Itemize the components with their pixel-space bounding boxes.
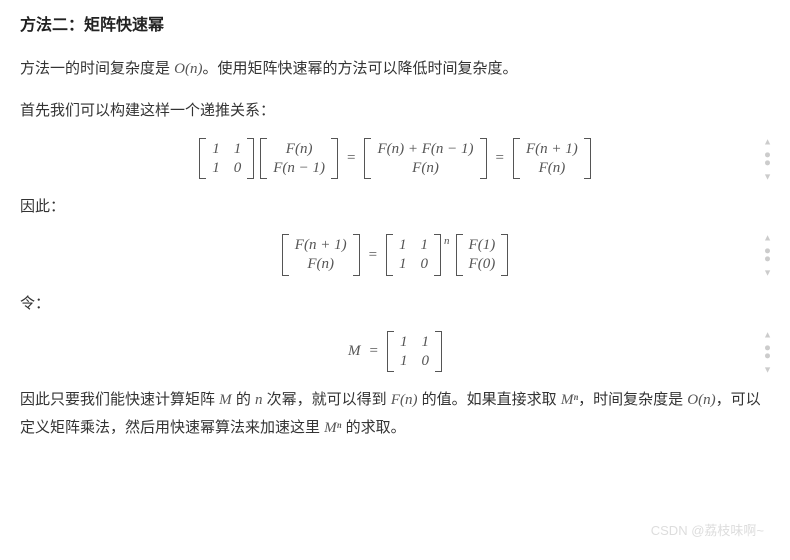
- equation-controls[interactable]: ▲ ▼: [763, 326, 772, 377]
- inline-Fn: F(n): [391, 392, 418, 408]
- section-heading: 方法二：矩阵快速幂: [20, 12, 770, 41]
- p5-d: 的值。如果直接求取: [418, 391, 561, 408]
- exponent-n: n: [444, 232, 450, 252]
- paragraph-5: 因此只要我们能快速计算矩阵 M 的 n 次幂，就可以得到 F(n) 的值。如果直…: [20, 386, 770, 442]
- matrix-Fn-Fnm1: F(n) F(n − 1): [260, 138, 338, 180]
- equation-3-wrap: M = 11 10 ▲ ▼: [20, 331, 770, 373]
- p5-c: 次幂，就可以得到: [263, 391, 391, 408]
- matrix-Fnp1-Fn: F(n + 1) F(n): [282, 234, 360, 276]
- inline-n: n: [255, 392, 263, 408]
- p5-a: 因此只要我们能快速计算矩阵: [20, 391, 219, 408]
- para1-text-a: 方法一的时间复杂度是: [20, 60, 174, 77]
- equation-controls[interactable]: ▲ ▼: [763, 229, 772, 280]
- matrix-1101: 11 10: [386, 234, 441, 276]
- para1-text-b: 。使用矩阵快速幂的方法可以降低时间复杂度。: [203, 60, 518, 77]
- inline-Mn2: Mⁿ: [324, 420, 341, 436]
- paragraph-3: 因此：: [20, 193, 770, 220]
- paragraph-2: 首先我们可以构建这样一个递推关系：: [20, 97, 770, 124]
- equals-sign: =: [493, 145, 507, 172]
- paragraph-4: 令：: [20, 290, 770, 317]
- chevron-down-icon[interactable]: ▼: [763, 168, 772, 184]
- inline-M: M: [219, 392, 232, 408]
- dot-icon: [765, 152, 770, 157]
- var-M: M: [348, 338, 361, 365]
- matrix-sum: F(n) + F(n − 1) F(n): [364, 138, 486, 180]
- dot-icon: [765, 345, 770, 350]
- p5-b: 的: [232, 391, 255, 408]
- matrix-F1-F0: F(1) F(0): [456, 234, 509, 276]
- dot-icon: [765, 353, 770, 358]
- chevron-up-icon[interactable]: ▲: [763, 229, 772, 245]
- matrix-Fnp1-Fn: F(n + 1) F(n): [513, 138, 591, 180]
- equals-sign: =: [344, 145, 358, 172]
- equation-1-wrap: 11 10 F(n) F(n − 1) = F(n) + F(n − 1) F(…: [20, 138, 770, 180]
- chevron-down-icon[interactable]: ▼: [763, 361, 772, 377]
- matrix-1101: 11 10: [199, 138, 254, 180]
- watermark: CSDN @荔枝味啊~: [651, 519, 764, 542]
- chevron-down-icon[interactable]: ▼: [763, 265, 772, 281]
- equation-3: M = 11 10: [348, 331, 442, 373]
- equation-1: 11 10 F(n) F(n − 1) = F(n) + F(n − 1) F(…: [199, 138, 591, 180]
- equation-2-wrap: F(n + 1) F(n) = 11 10 n F(1) F(0) ▲: [20, 234, 770, 276]
- paragraph-1: 方法一的时间复杂度是 O(n)。使用矩阵快速幂的方法可以降低时间复杂度。: [20, 55, 770, 83]
- equation-controls[interactable]: ▲ ▼: [763, 133, 772, 184]
- chevron-up-icon[interactable]: ▲: [763, 133, 772, 149]
- equation-2: F(n + 1) F(n) = 11 10 n F(1) F(0): [282, 234, 508, 276]
- p5-e: ，时间复杂度是: [578, 391, 687, 408]
- inline-Mn: Mⁿ: [561, 392, 578, 408]
- inline-On2: O(n): [687, 392, 715, 408]
- chevron-up-icon[interactable]: ▲: [763, 326, 772, 342]
- matrix-1101: 11 10: [387, 331, 442, 373]
- dot-icon: [765, 160, 770, 165]
- inline-math-On: O(n): [174, 61, 202, 77]
- dot-icon: [765, 249, 770, 254]
- dot-icon: [765, 257, 770, 262]
- equals-sign: =: [367, 338, 381, 365]
- p5-g: 的求取。: [341, 419, 405, 436]
- equals-sign: =: [366, 242, 380, 269]
